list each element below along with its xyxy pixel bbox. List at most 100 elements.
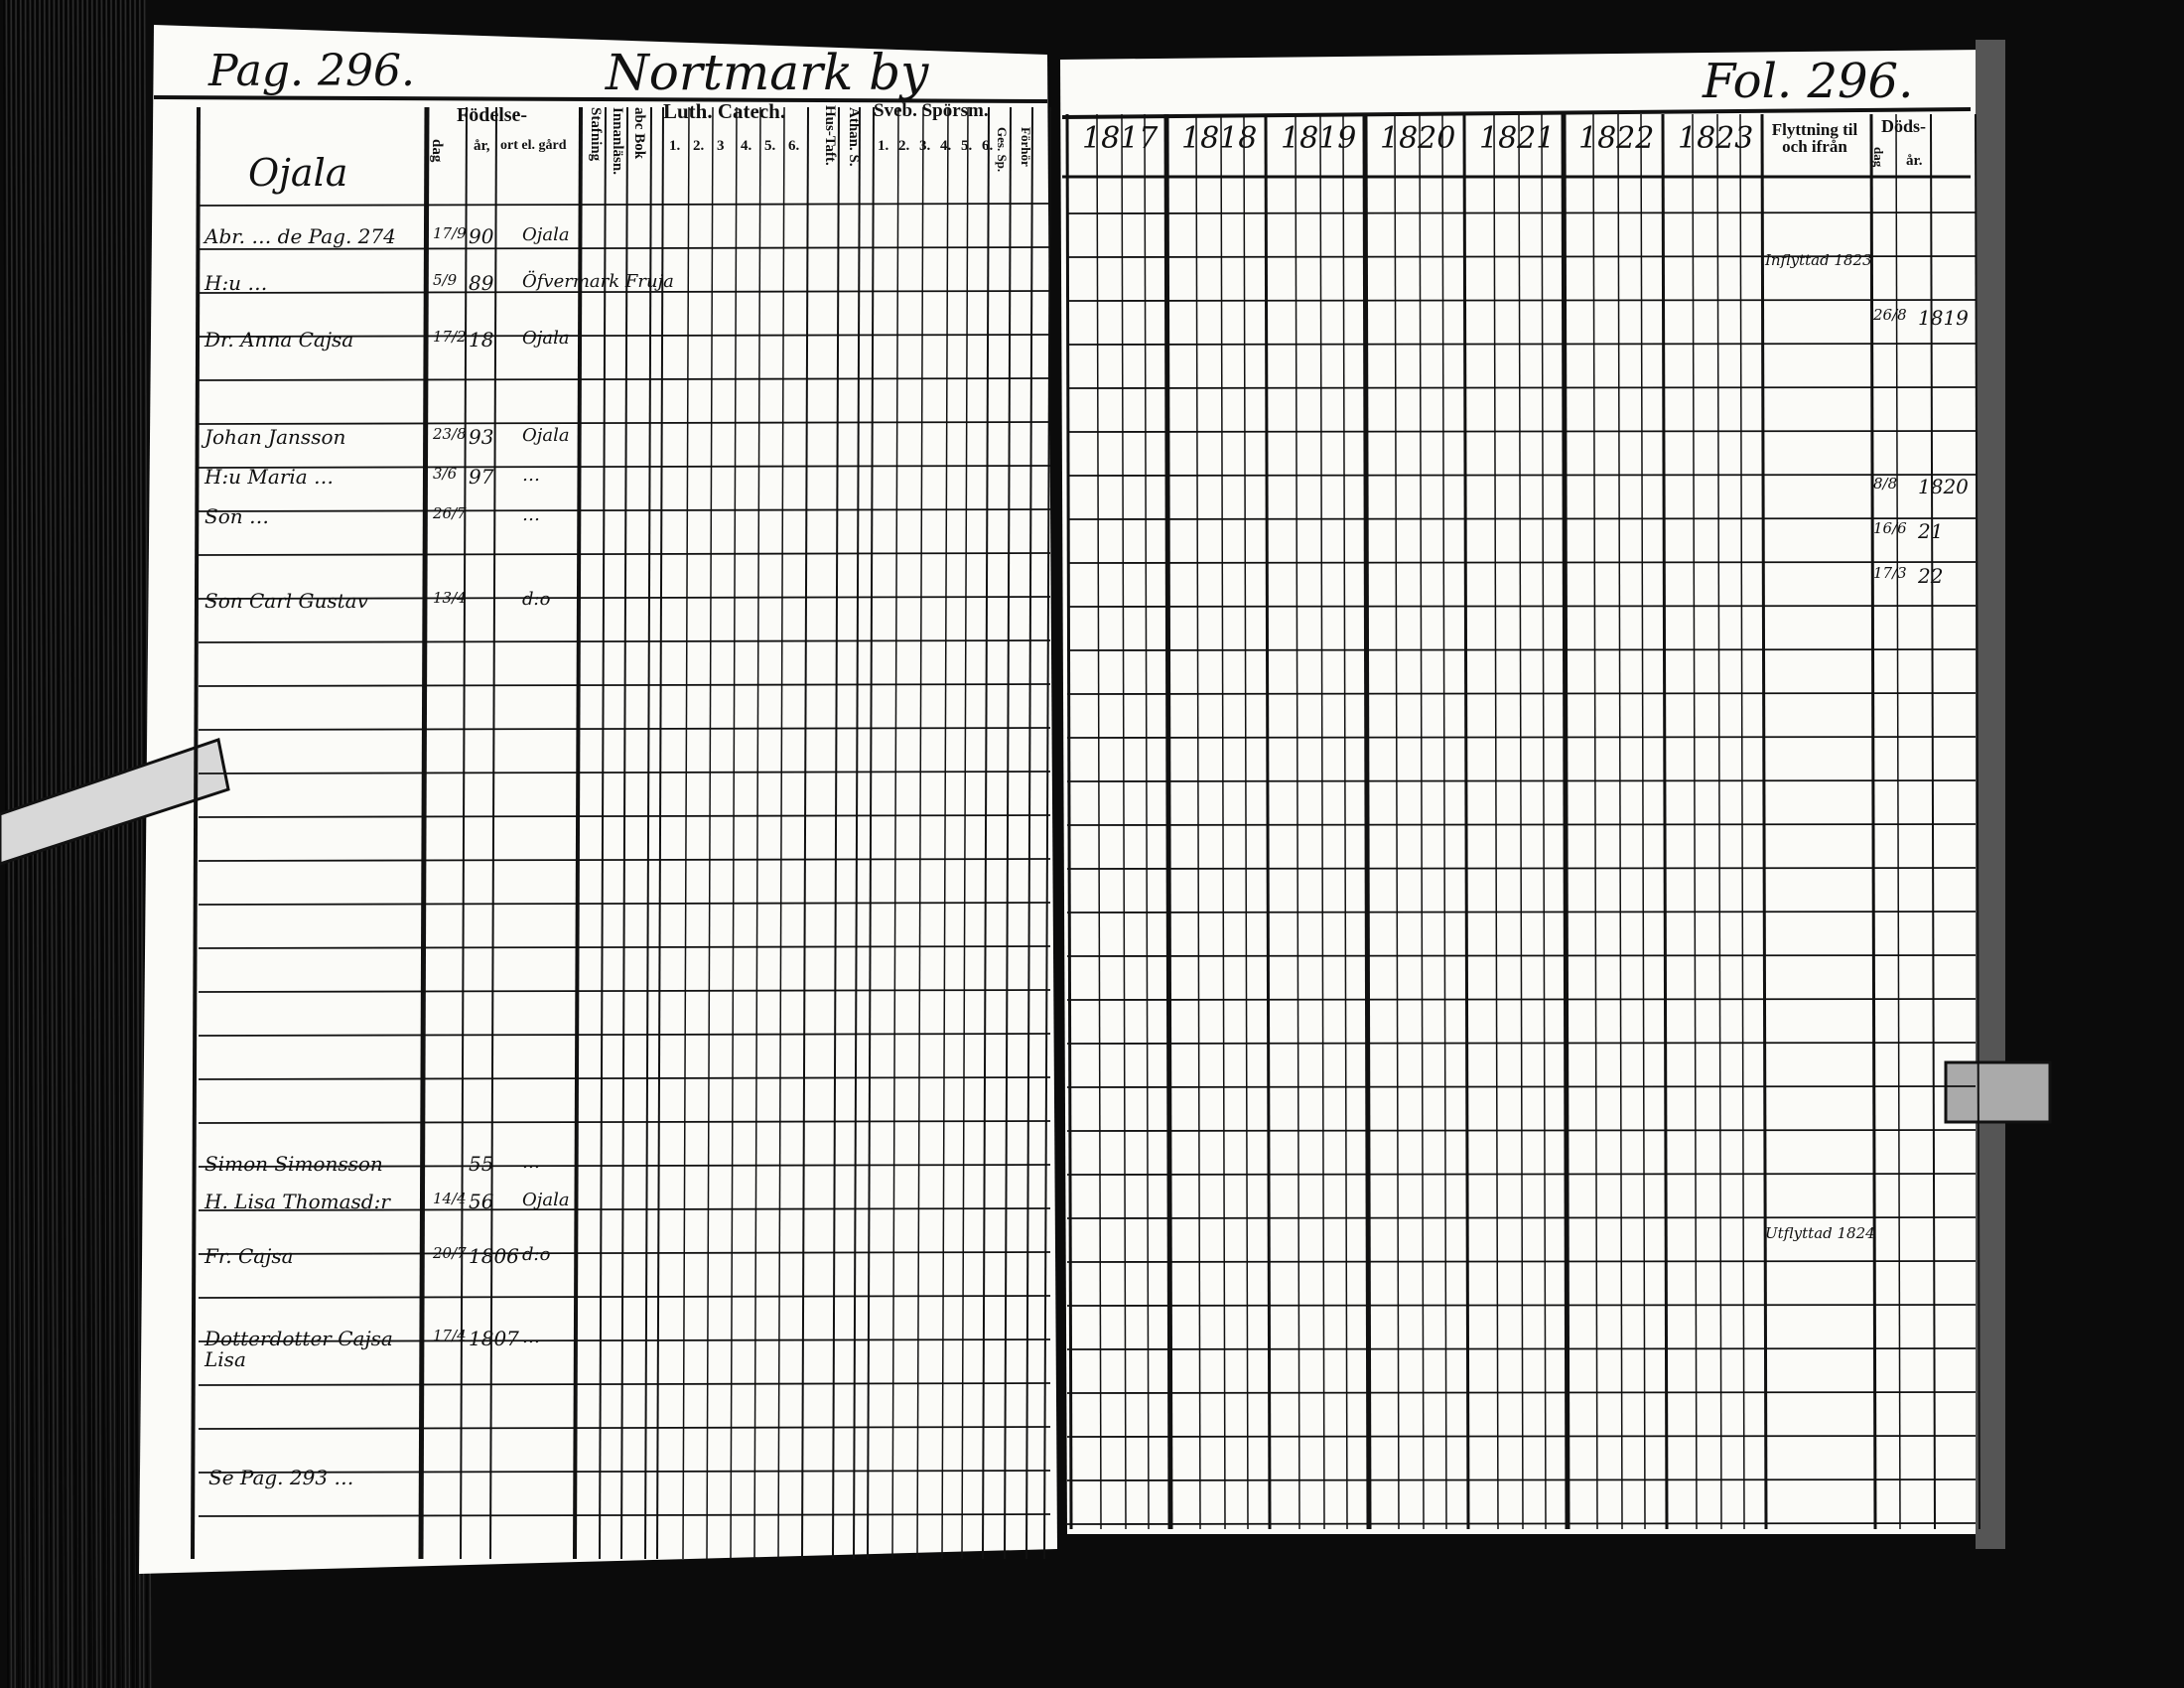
- column-rule: [1121, 113, 1127, 1530]
- row-rule: [198, 858, 1051, 862]
- column-rule: [1362, 113, 1372, 1530]
- sveb-column-label: 2.: [898, 138, 910, 154]
- entry-birth-place: Öfvermark Fruja: [522, 271, 674, 292]
- header-innanlasn: Innanläsn.: [610, 107, 625, 175]
- header-sveb-sporsm: Sveb. Spörsm.: [874, 100, 989, 121]
- entry-birth-year: 90: [469, 224, 494, 248]
- column-rule: [730, 106, 738, 1560]
- row-rule: [1066, 517, 1977, 520]
- row-rule: [1066, 343, 1977, 346]
- death-year: 22: [1918, 564, 1944, 588]
- row-rule: [198, 246, 1051, 250]
- header-forhor: Förhör: [1019, 127, 1033, 167]
- column-rule: [644, 106, 652, 1560]
- header-ort: ort el. gård: [500, 138, 567, 153]
- death-year: 21: [1918, 519, 1944, 543]
- column-rule: [1561, 113, 1570, 1530]
- row-rule: [198, 1470, 1051, 1474]
- wood-grain: [127, 0, 134, 1688]
- entry-birth-day: 17/2: [433, 328, 467, 346]
- column-rule: [941, 106, 949, 1560]
- entry-birth-year: 18: [469, 328, 494, 352]
- column-rule: [1895, 113, 1901, 1530]
- death-day: 16/6: [1873, 519, 1907, 537]
- year-header: 1823: [1678, 121, 1754, 156]
- column-rule: [1319, 113, 1325, 1530]
- wood-grain: [117, 0, 123, 1688]
- wood-grain: [88, 0, 95, 1688]
- row-rule: [1066, 867, 1977, 870]
- entry-birth-place: …: [522, 504, 540, 525]
- year-header: 1822: [1578, 121, 1655, 156]
- column-rule: [1096, 113, 1102, 1530]
- entry-name: Son …: [205, 504, 269, 528]
- catech-column-label: 4.: [741, 138, 752, 154]
- column-rule: [1342, 113, 1348, 1530]
- death-day: 26/8: [1873, 306, 1907, 324]
- row-rule: [1066, 211, 1977, 214]
- header-rule: [1061, 107, 1972, 119]
- wood-grain: [83, 0, 91, 1688]
- row-rule: [1066, 911, 1977, 914]
- entry-birth-place: …: [522, 465, 540, 486]
- entry-birth-day: 17/4: [433, 1327, 467, 1344]
- row-rule: [198, 465, 1051, 469]
- row-rule: [1066, 954, 1977, 957]
- column-rule: [1065, 113, 1073, 1530]
- wood-grain: [91, 0, 98, 1688]
- column-rule: [1493, 113, 1499, 1530]
- row-rule: [1066, 430, 1977, 433]
- row-rule: [1066, 474, 1977, 477]
- row-rule: [1066, 1347, 1977, 1350]
- column-rule: [682, 106, 690, 1560]
- entry-birth-place: Ojala: [522, 328, 570, 349]
- row-rule: [1066, 823, 1977, 826]
- folio-number: Fol. 296.: [1703, 54, 1914, 109]
- year-header: 1817: [1082, 121, 1159, 156]
- header-athan: Athan. S.: [846, 107, 862, 167]
- catech-column-label: 2.: [693, 138, 705, 154]
- death-day: 8/8: [1873, 475, 1898, 492]
- column-rule: [1640, 113, 1646, 1530]
- column-rule: [1220, 113, 1226, 1530]
- column-rule: [1195, 113, 1201, 1530]
- wood-grain: [110, 0, 116, 1688]
- row-rule: [1066, 1042, 1977, 1045]
- column-rule: [460, 106, 468, 1560]
- catech-column-label: 5.: [764, 138, 776, 154]
- column-rule: [1243, 113, 1249, 1530]
- entry-birth-year: 1807: [469, 1327, 519, 1350]
- entry-birth-year: 97: [469, 465, 494, 489]
- header-fodelse: Födelse-: [457, 104, 528, 126]
- row-rule: [1066, 299, 1977, 302]
- row-rule: [1066, 386, 1977, 389]
- row-rule: [1066, 1260, 1977, 1263]
- row-rule: [198, 203, 1051, 207]
- header-dag: dag: [429, 139, 445, 163]
- clip-tab: [1944, 1060, 2052, 1124]
- year-header: 1820: [1380, 121, 1456, 156]
- column-rule: [706, 106, 714, 1560]
- row-rule: [1066, 736, 1977, 739]
- footer-note: Se Pag. 293 …: [208, 1466, 354, 1489]
- row-rule: [1066, 1391, 1977, 1394]
- row-rule: [1066, 1129, 1977, 1132]
- entry-birth-year: 1806: [469, 1244, 519, 1268]
- wood-grain: [134, 0, 141, 1688]
- row-rule: [198, 1120, 1051, 1124]
- column-rule: [1869, 113, 1877, 1530]
- row-rule: [198, 377, 1051, 381]
- row-rule: [1066, 605, 1977, 608]
- row-rule: [198, 508, 1051, 512]
- row-rule: [198, 552, 1051, 556]
- page-number-label: Pag. 296.: [208, 46, 415, 96]
- entry-name: Son Carl Gustav: [205, 589, 368, 613]
- entry-birth-day: 20/7: [433, 1244, 467, 1262]
- header-stafning: Stafning: [588, 107, 604, 162]
- row-rule: [198, 1513, 1051, 1517]
- header-ar: år,: [474, 138, 490, 154]
- sveb-column-label: 3.: [919, 138, 931, 154]
- wood-grain: [76, 0, 84, 1688]
- row-rule: [198, 1382, 1051, 1386]
